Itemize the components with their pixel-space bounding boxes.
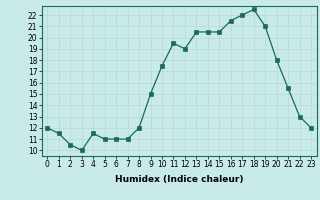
X-axis label: Humidex (Indice chaleur): Humidex (Indice chaleur) (115, 175, 244, 184)
